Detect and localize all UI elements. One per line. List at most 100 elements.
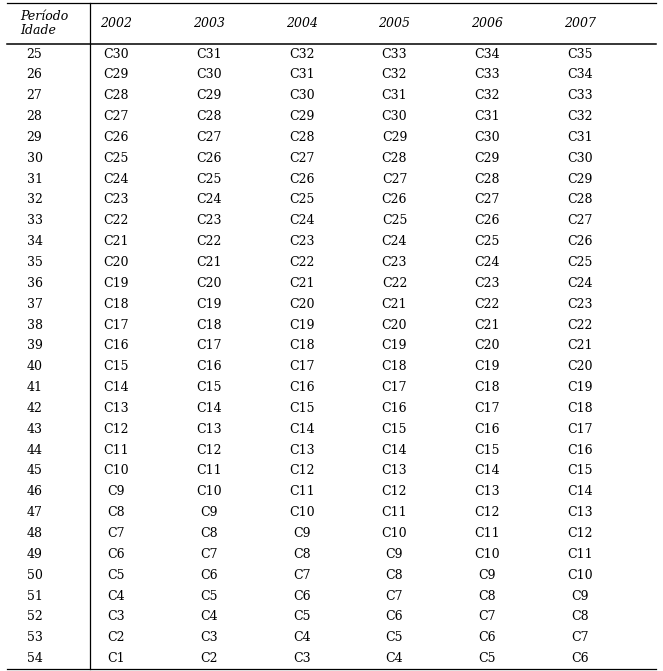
Text: 29: 29 bbox=[27, 131, 42, 144]
Text: C15: C15 bbox=[196, 381, 221, 394]
Text: 48: 48 bbox=[27, 527, 42, 540]
Text: 35: 35 bbox=[27, 256, 42, 269]
Text: C12: C12 bbox=[382, 485, 407, 499]
Text: C14: C14 bbox=[196, 402, 221, 415]
Text: C21: C21 bbox=[289, 277, 314, 290]
Text: C17: C17 bbox=[196, 340, 221, 352]
Text: C31: C31 bbox=[289, 68, 314, 81]
Text: C16: C16 bbox=[475, 423, 500, 435]
Text: 51: 51 bbox=[27, 590, 42, 603]
Text: 37: 37 bbox=[27, 298, 42, 311]
Text: 54: 54 bbox=[27, 652, 42, 665]
Text: C21: C21 bbox=[196, 256, 221, 269]
Text: C26: C26 bbox=[196, 152, 221, 165]
Text: C8: C8 bbox=[386, 569, 403, 582]
Text: Período: Período bbox=[20, 10, 68, 23]
Text: C26: C26 bbox=[289, 172, 314, 186]
Text: C4: C4 bbox=[200, 611, 217, 623]
Text: 33: 33 bbox=[27, 214, 42, 227]
Text: 2004: 2004 bbox=[286, 17, 318, 30]
Text: C20: C20 bbox=[475, 340, 500, 352]
Text: 39: 39 bbox=[27, 340, 42, 352]
Text: C28: C28 bbox=[382, 152, 407, 165]
Text: 2006: 2006 bbox=[471, 17, 503, 30]
Text: 28: 28 bbox=[27, 110, 42, 123]
Text: C27: C27 bbox=[475, 193, 500, 207]
Text: C11: C11 bbox=[475, 527, 500, 540]
Text: C15: C15 bbox=[289, 402, 314, 415]
Text: C28: C28 bbox=[196, 110, 221, 123]
Text: C10: C10 bbox=[196, 485, 221, 499]
Text: C17: C17 bbox=[103, 319, 129, 331]
Text: C18: C18 bbox=[103, 298, 129, 311]
Text: C17: C17 bbox=[289, 360, 314, 373]
Text: C5: C5 bbox=[200, 590, 217, 603]
Text: C10: C10 bbox=[289, 506, 314, 519]
Text: 45: 45 bbox=[27, 464, 42, 478]
Text: 31: 31 bbox=[27, 172, 42, 186]
Text: C27: C27 bbox=[568, 214, 593, 227]
Text: C29: C29 bbox=[196, 89, 221, 102]
Text: 2005: 2005 bbox=[379, 17, 410, 30]
Text: C22: C22 bbox=[196, 235, 221, 248]
Text: C19: C19 bbox=[103, 277, 129, 290]
Text: C17: C17 bbox=[475, 402, 500, 415]
Text: C3: C3 bbox=[293, 652, 310, 665]
Text: C14: C14 bbox=[568, 485, 593, 499]
Text: C16: C16 bbox=[382, 402, 407, 415]
Text: C30: C30 bbox=[568, 152, 593, 165]
Text: C23: C23 bbox=[289, 235, 314, 248]
Text: C21: C21 bbox=[382, 298, 407, 311]
Text: C25: C25 bbox=[568, 256, 593, 269]
Text: 40: 40 bbox=[27, 360, 42, 373]
Text: C29: C29 bbox=[475, 152, 500, 165]
Text: 26: 26 bbox=[27, 68, 42, 81]
Text: C12: C12 bbox=[103, 423, 129, 435]
Text: C31: C31 bbox=[382, 89, 407, 102]
Text: C28: C28 bbox=[103, 89, 129, 102]
Text: C19: C19 bbox=[475, 360, 500, 373]
Text: C3: C3 bbox=[200, 631, 217, 644]
Text: C26: C26 bbox=[568, 235, 593, 248]
Text: C15: C15 bbox=[382, 423, 407, 435]
Text: C24: C24 bbox=[289, 214, 314, 227]
Text: C20: C20 bbox=[289, 298, 314, 311]
Text: C20: C20 bbox=[196, 277, 221, 290]
Text: C22: C22 bbox=[568, 319, 593, 331]
Text: C23: C23 bbox=[382, 256, 407, 269]
Text: C19: C19 bbox=[289, 319, 314, 331]
Text: C33: C33 bbox=[568, 89, 593, 102]
Text: 49: 49 bbox=[27, 548, 42, 561]
Text: 34: 34 bbox=[27, 235, 42, 248]
Text: C7: C7 bbox=[572, 631, 589, 644]
Text: C15: C15 bbox=[475, 444, 500, 456]
Text: C17: C17 bbox=[568, 423, 593, 435]
Text: C15: C15 bbox=[568, 464, 593, 478]
Text: C19: C19 bbox=[382, 340, 407, 352]
Text: C21: C21 bbox=[568, 340, 593, 352]
Text: 43: 43 bbox=[27, 423, 42, 435]
Text: C1: C1 bbox=[107, 652, 125, 665]
Text: C27: C27 bbox=[196, 131, 221, 144]
Text: C25: C25 bbox=[382, 214, 407, 227]
Text: C27: C27 bbox=[289, 152, 314, 165]
Text: C26: C26 bbox=[475, 214, 500, 227]
Text: C4: C4 bbox=[107, 590, 125, 603]
Text: 52: 52 bbox=[27, 611, 42, 623]
Text: C7: C7 bbox=[386, 590, 403, 603]
Text: C16: C16 bbox=[103, 340, 129, 352]
Text: C28: C28 bbox=[568, 193, 593, 207]
Text: C10: C10 bbox=[475, 548, 500, 561]
Text: C25: C25 bbox=[103, 152, 129, 165]
Text: 25: 25 bbox=[27, 48, 42, 60]
Text: C18: C18 bbox=[196, 319, 221, 331]
Text: C24: C24 bbox=[103, 172, 129, 186]
Text: C22: C22 bbox=[289, 256, 314, 269]
Text: 44: 44 bbox=[27, 444, 42, 456]
Text: C32: C32 bbox=[568, 110, 593, 123]
Text: C20: C20 bbox=[382, 319, 407, 331]
Text: C18: C18 bbox=[382, 360, 407, 373]
Text: C30: C30 bbox=[103, 48, 129, 60]
Text: 53: 53 bbox=[27, 631, 42, 644]
Text: C14: C14 bbox=[382, 444, 407, 456]
